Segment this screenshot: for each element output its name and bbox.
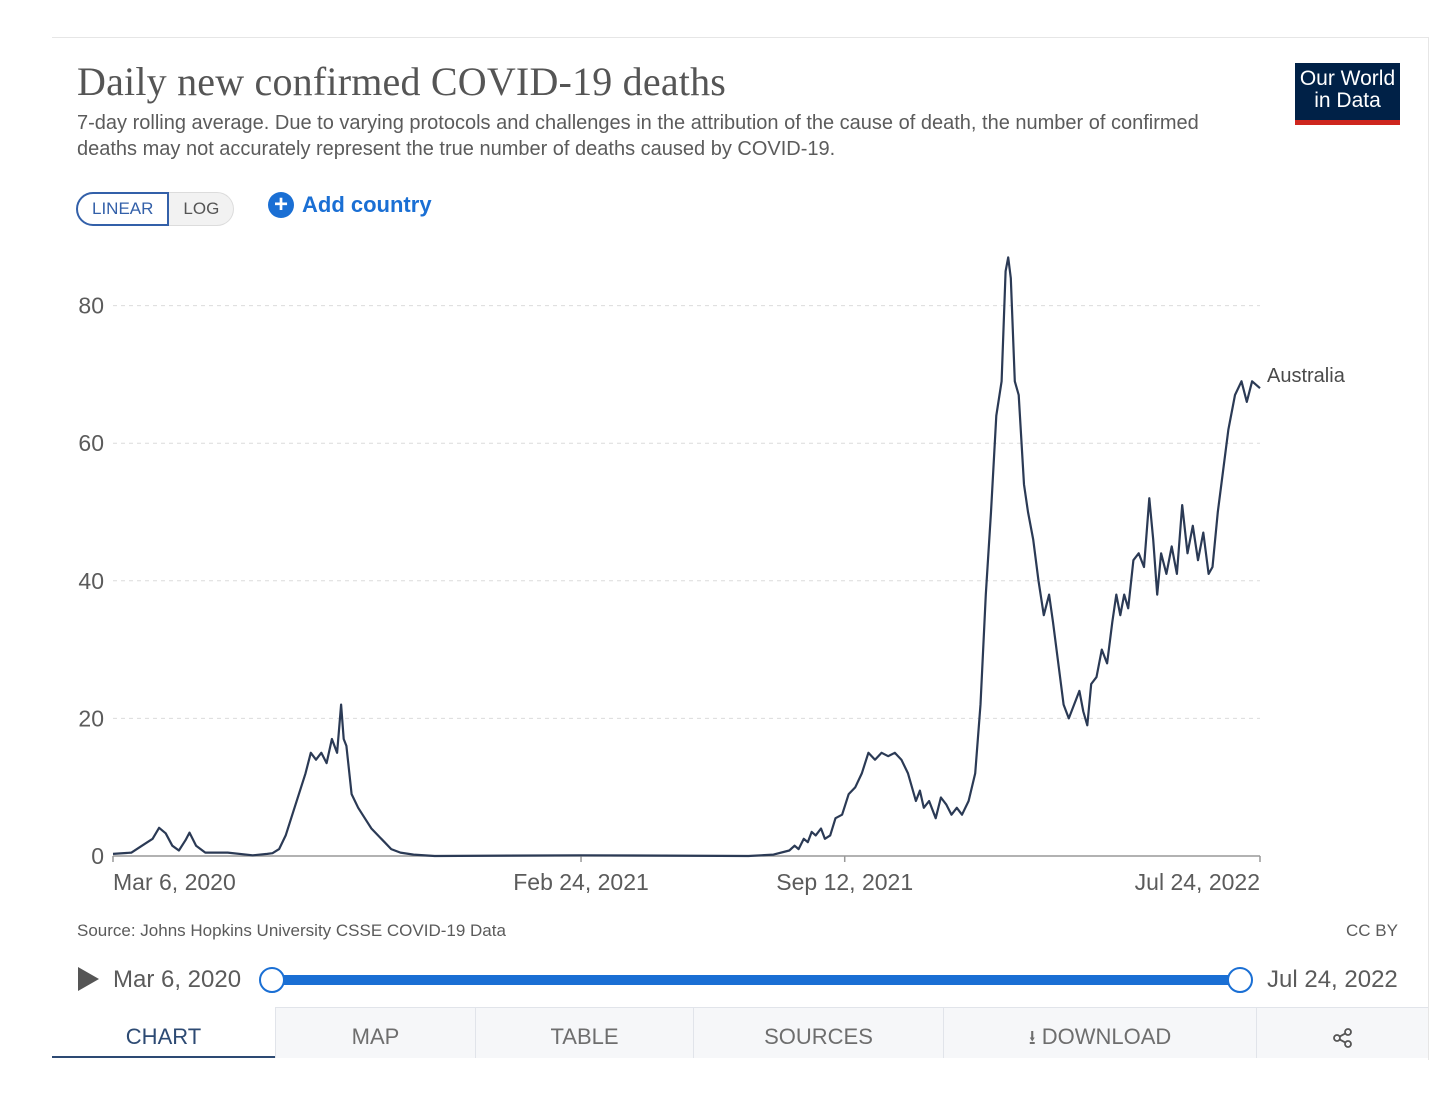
timeline-start-handle[interactable] [259,967,285,993]
x-tick-label: Sep 12, 2021 [776,869,913,895]
license-link[interactable]: CC BY [1346,921,1398,940]
chart-subtitle: 7-day rolling average. Due to varying pr… [77,112,1199,160]
y-tick-label: 40 [78,568,104,594]
tab-table[interactable]: TABLE [475,1007,693,1058]
series-label: Australia [1267,365,1346,387]
add-country-button[interactable]: + Add country [268,192,432,218]
y-tick-label: 0 [91,843,104,869]
tab-bar: CHART MAP TABLE SOURCES ⭳ DOWNLOAD [52,1007,1428,1059]
tab-map[interactable]: MAP [275,1007,475,1058]
chart-title: Daily new confirmed COVID-19 deaths [77,59,727,104]
y-tick-label: 20 [78,705,104,731]
add-country-label: Add country [302,192,432,217]
owid-logo[interactable]: Our World in Data [1295,63,1400,125]
play-icon[interactable] [78,967,99,991]
timeline-start-label: Mar 6, 2020 [113,966,242,993]
timeline-end-label: Jul 24, 2022 [1267,966,1398,993]
tab-share[interactable] [1256,1007,1428,1058]
tab-chart[interactable]: CHART [52,1007,275,1058]
x-tick-label: Mar 6, 2020 [113,869,236,895]
share-icon [1332,1028,1352,1049]
tab-sources[interactable]: SOURCES [693,1007,943,1058]
y-tick-label: 80 [78,293,104,319]
tab-download-label: DOWNLOAD [1041,1024,1172,1049]
chart-frame [52,37,1429,1060]
timeline-end-handle[interactable] [1227,967,1253,993]
x-tick-label: Jul 24, 2022 [1135,869,1260,895]
download-icon: ⭳ [1028,1027,1036,1049]
logo-accent-bar [1295,120,1400,125]
y-tick-label: 60 [78,430,104,456]
timeline-track[interactable] [271,975,1239,985]
series-line-australia [112,256,1261,858]
logo-line-2: in Data [1314,89,1381,112]
plus-circle-icon: + [268,192,294,218]
source-note[interactable]: Source: Johns Hopkins University CSSE CO… [77,921,506,940]
scale-toggle: LINEAR LOG [76,192,235,226]
tab-download[interactable]: ⭳ DOWNLOAD [943,1007,1256,1058]
linear-scale-button[interactable]: LINEAR [76,192,170,226]
x-tick-label: Feb 24, 2021 [513,869,649,895]
log-scale-button[interactable]: LOG [169,192,235,226]
logo-line-1: Our World [1299,67,1396,90]
